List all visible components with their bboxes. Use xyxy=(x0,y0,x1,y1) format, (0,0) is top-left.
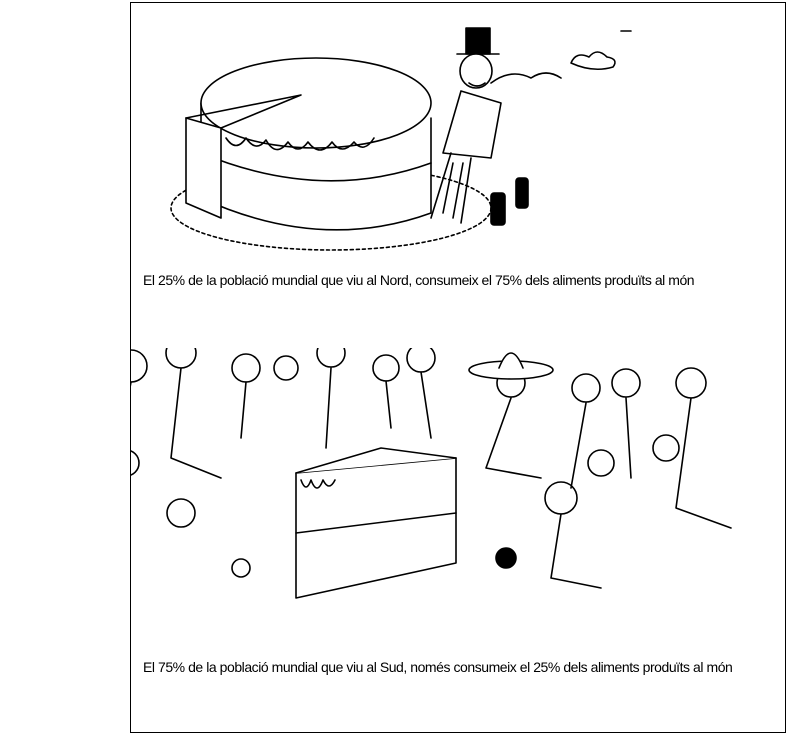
north-illustration xyxy=(131,13,787,263)
head xyxy=(460,54,492,88)
body xyxy=(443,91,501,158)
caption-south: El 75% de la població mundial que viu al… xyxy=(143,657,763,678)
legs xyxy=(431,153,471,223)
south-illustration xyxy=(131,348,787,618)
bottle xyxy=(516,178,528,208)
cake-cut xyxy=(186,118,221,218)
sombrero-crown xyxy=(499,353,523,368)
page: El 25% de la població mundial que viu al… xyxy=(0,0,790,736)
bottle xyxy=(491,193,505,225)
cake-top xyxy=(201,58,431,148)
cloud xyxy=(571,52,615,69)
caption-north: El 25% de la població mundial que viu al… xyxy=(143,270,783,291)
frame: El 25% de la població mundial que viu al… xyxy=(130,2,786,733)
slice-front xyxy=(296,458,456,598)
smoke xyxy=(491,73,561,83)
top-hat xyxy=(466,28,490,54)
